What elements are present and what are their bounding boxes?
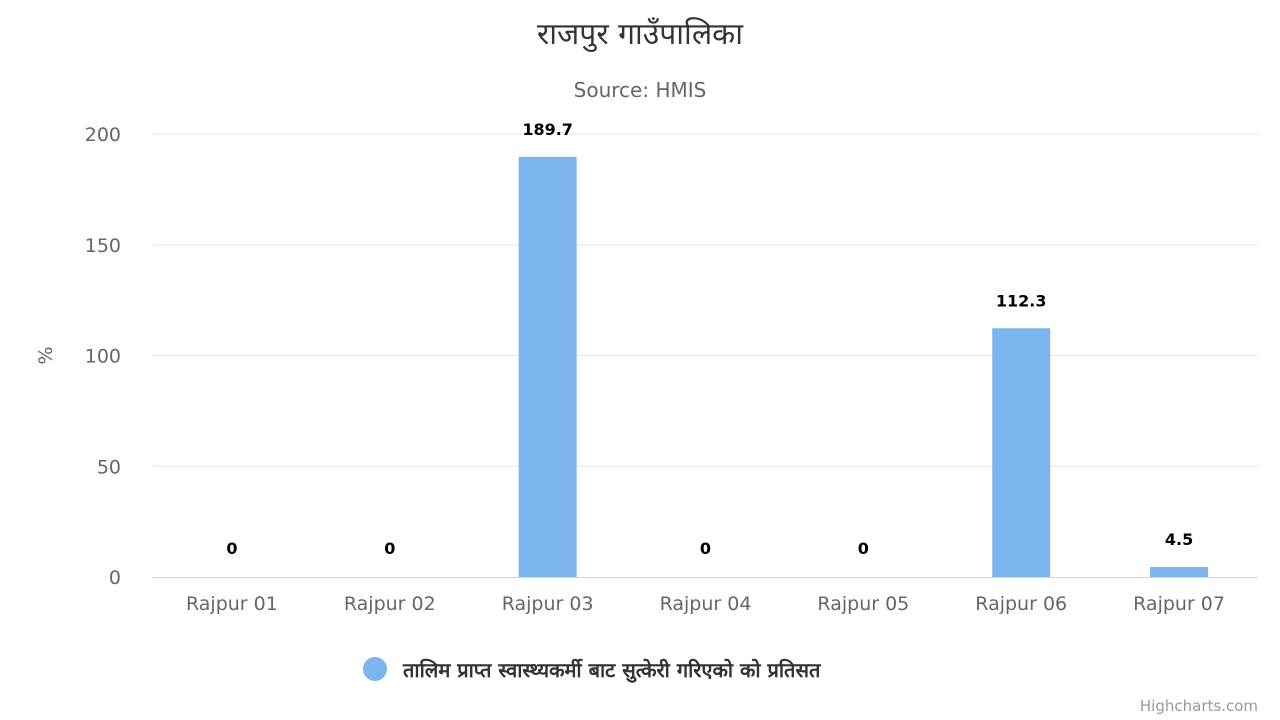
x-tick-label: Rajpur 06 — [975, 593, 1067, 615]
x-tick-label: Rajpur 05 — [817, 593, 909, 615]
data-label: 0 — [858, 539, 869, 558]
data-label: 0 — [226, 539, 237, 558]
y-tick-label: 100 — [85, 346, 121, 368]
chart-subtitle: Source: HMIS — [574, 78, 707, 102]
data-label: 0 — [700, 539, 711, 558]
data-label: 112.3 — [996, 291, 1047, 310]
y-tick-label: 200 — [85, 124, 121, 146]
legend-item-label[interactable]: तालिम प्राप्त स्वास्थ्यकर्मी बाट सुत्केर… — [402, 658, 822, 683]
x-tick-label: Rajpur 07 — [1133, 593, 1225, 615]
x-tick-label: Rajpur 04 — [660, 593, 752, 615]
data-label: 0 — [384, 539, 395, 558]
y-tick-label: 0 — [109, 567, 121, 589]
x-tick-label: Rajpur 03 — [502, 593, 594, 615]
chart-title: राजपुर गाउँपालिका — [537, 17, 744, 53]
bar-series — [518, 156, 1209, 577]
y-axis-title: % — [35, 346, 57, 364]
bar[interactable] — [1150, 567, 1209, 577]
y-tick-label: 50 — [97, 456, 121, 478]
bar[interactable] — [518, 156, 577, 577]
data-labels: 0 0 189.7 0 0 112.3 4.5 — [225, 118, 1195, 559]
x-axis-ticks: Rajpur 01 Rajpur 02 Rajpur 03 Rajpur 04 Rajp… — [186, 593, 1225, 615]
credits-link[interactable]: Highcharts.com — [1140, 697, 1258, 715]
legend[interactable]: तालिम प्राप्त स्वास्थ्यकर्मी बाट सुत्केर… — [363, 657, 822, 683]
y-axis-ticks: 0 50 100 150 200 — [85, 124, 121, 589]
x-tick-label: Rajpur 02 — [344, 593, 436, 615]
gridlines — [153, 133, 1258, 467]
y-tick-label: 150 — [85, 235, 121, 257]
data-label: 4.5 — [1165, 530, 1193, 549]
data-label: 189.7 — [522, 120, 573, 139]
bar[interactable] — [992, 328, 1051, 577]
legend-marker-icon[interactable] — [363, 657, 387, 681]
x-tick-label: Rajpur 01 — [186, 593, 278, 615]
